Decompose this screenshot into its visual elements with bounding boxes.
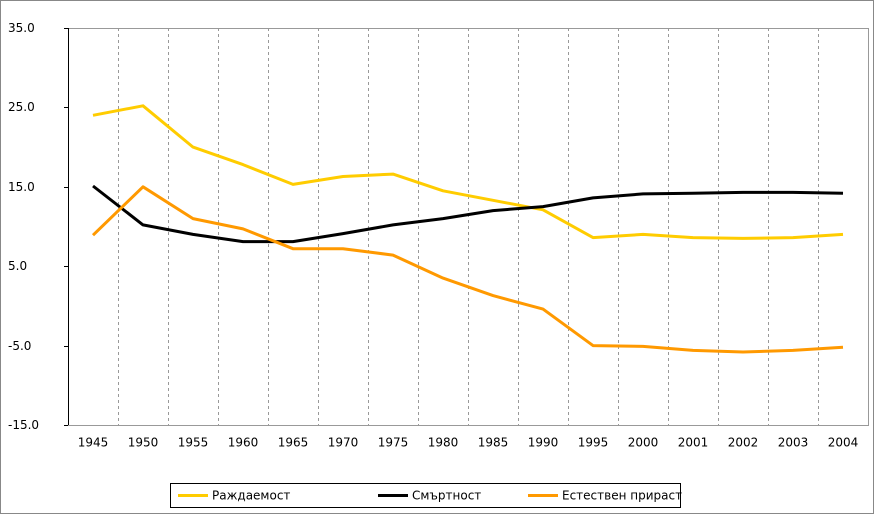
x-tick-label: 1970 xyxy=(328,436,359,450)
x-tick-label: 1950 xyxy=(128,436,159,450)
y-tick-label: 5.0 xyxy=(8,259,27,273)
x-tick-label: 2002 xyxy=(728,436,759,450)
x-tick-label: 1975 xyxy=(378,436,409,450)
x-tick-label: 1955 xyxy=(178,436,209,450)
legend-box xyxy=(170,483,681,508)
legend: Раждаемост Смъртност Естествен прираст xyxy=(170,483,682,508)
x-tick-label: 1995 xyxy=(578,436,609,450)
x-tick-label: 2004 xyxy=(828,436,859,450)
x-tick-label: 1990 xyxy=(528,436,559,450)
legend-label: Смъртност xyxy=(412,489,481,503)
x-tick-label: 1965 xyxy=(278,436,309,450)
data-line xyxy=(92,104,844,240)
data-line xyxy=(92,184,844,244)
x-tick-label: 1985 xyxy=(478,436,509,450)
x-tick-label: 2001 xyxy=(678,436,709,450)
legend-label: Естествен прираст xyxy=(562,489,682,503)
y-tick-label: -15.0 xyxy=(8,418,39,432)
y-tick-label: 25.0 xyxy=(8,100,35,114)
x-tick-label: 2000 xyxy=(628,436,659,450)
y-tick-label: 35.0 xyxy=(8,21,35,35)
x-tick-label: 2003 xyxy=(778,436,809,450)
x-tick-label: 1945 xyxy=(78,436,109,450)
data-line xyxy=(91,185,844,354)
legend-label: Раждаемост xyxy=(212,489,290,503)
y-tick-label: -5.0 xyxy=(8,339,31,353)
y-tick-label: 15.0 xyxy=(8,180,35,194)
x-tick-label: 1980 xyxy=(428,436,459,450)
x-tick-label: 1960 xyxy=(228,436,259,450)
